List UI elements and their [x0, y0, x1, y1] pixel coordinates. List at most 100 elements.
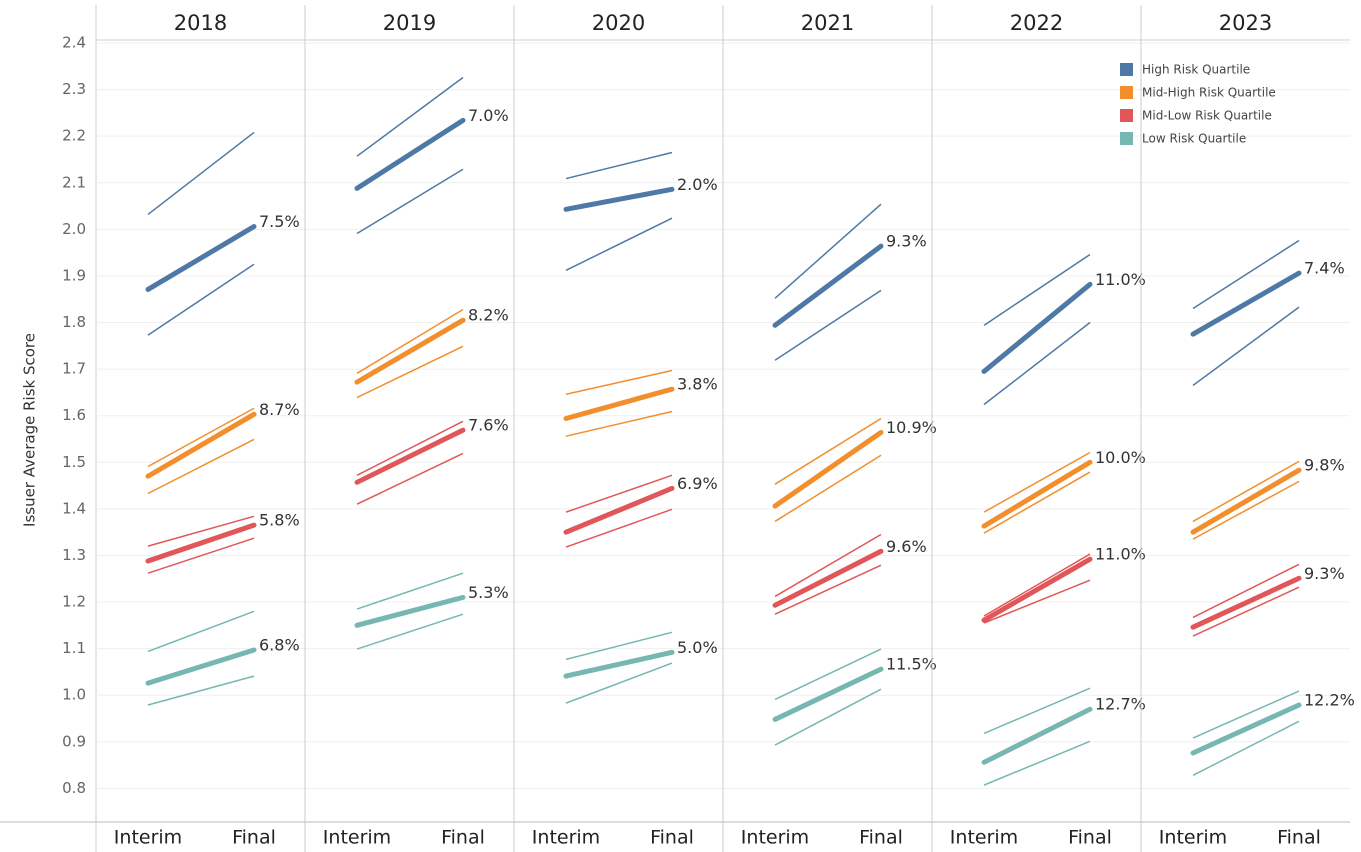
- band-line: [1192, 586, 1300, 637]
- y-tick-label: 1.3: [62, 546, 86, 564]
- x-tick-label: Interim: [323, 827, 391, 849]
- panel-title: 2018: [174, 11, 227, 35]
- x-tick-label: Interim: [532, 827, 600, 849]
- legend-label: Low Risk Quartile: [1142, 132, 1246, 146]
- band-line: [565, 369, 673, 395]
- band-line: [1192, 720, 1300, 777]
- band-line: [356, 613, 464, 650]
- x-tick-label: Final: [1068, 827, 1112, 849]
- change-label: 10.9%: [886, 418, 937, 437]
- mean-line: [563, 649, 675, 679]
- band-line: [983, 553, 1091, 617]
- mean-line: [981, 556, 1093, 623]
- y-tick-label: 0.8: [62, 779, 86, 797]
- band-line: [565, 217, 673, 272]
- panel-title: 2021: [801, 11, 854, 35]
- band-line: [774, 203, 882, 299]
- x-tick-label: Final: [650, 827, 694, 849]
- change-label: 7.5%: [259, 212, 300, 231]
- y-tick-label: 1.2: [62, 593, 86, 611]
- change-label: 2.0%: [677, 175, 718, 194]
- legend-swatch: [1120, 109, 1133, 122]
- x-tick-label: Interim: [950, 827, 1018, 849]
- band-line: [774, 289, 882, 361]
- band-line: [774, 454, 882, 523]
- mean-line: [563, 386, 675, 421]
- panel-title: 2019: [383, 11, 436, 35]
- band-line: [356, 76, 464, 157]
- y-tick-label: 1.4: [62, 499, 86, 517]
- change-label: 11.0%: [1095, 270, 1146, 289]
- mean-line: [145, 224, 257, 292]
- band-line: [1192, 460, 1300, 523]
- change-label: 10.0%: [1095, 448, 1146, 467]
- band-line: [356, 420, 464, 476]
- band-line: [356, 308, 464, 374]
- mean-line: [772, 429, 884, 509]
- change-label: 9.8%: [1304, 456, 1345, 475]
- band-line: [983, 451, 1091, 513]
- band-line: [1192, 480, 1300, 540]
- y-tick-label: 0.9: [62, 732, 86, 750]
- y-tick-label: 2.2: [62, 127, 86, 145]
- change-label: 9.6%: [886, 537, 927, 556]
- change-label: 8.7%: [259, 400, 300, 419]
- change-label: 5.3%: [468, 583, 509, 602]
- band-line: [774, 417, 882, 485]
- change-label: 6.8%: [259, 636, 300, 655]
- mean-line: [354, 427, 466, 485]
- x-tick-label: Final: [859, 827, 903, 849]
- legend-label: Mid-High Risk Quartile: [1142, 86, 1276, 100]
- band-line: [983, 740, 1091, 786]
- band-line: [356, 572, 464, 610]
- mean-line: [145, 411, 257, 479]
- x-tick-label: Interim: [114, 827, 182, 849]
- change-label: 9.3%: [886, 232, 927, 251]
- band-line: [356, 345, 464, 399]
- change-label: 7.0%: [468, 106, 509, 125]
- band-line: [565, 474, 673, 513]
- y-tick-label: 1.9: [62, 266, 86, 284]
- y-tick-label: 1.7: [62, 360, 86, 378]
- band-line: [147, 263, 255, 336]
- change-label: 3.8%: [677, 375, 718, 394]
- band-line: [983, 579, 1091, 624]
- band-line: [147, 610, 255, 653]
- band-line: [565, 508, 673, 548]
- mean-line: [772, 243, 884, 328]
- x-tick-label: Interim: [741, 827, 809, 849]
- y-tick-label: 1.6: [62, 406, 86, 424]
- band-line: [565, 631, 673, 661]
- y-tick-label: 1.8: [62, 313, 86, 331]
- change-label: 12.7%: [1095, 695, 1146, 714]
- change-label: 11.5%: [886, 655, 937, 674]
- mean-line: [354, 317, 466, 385]
- band-line: [1192, 239, 1300, 310]
- band-line: [774, 648, 882, 701]
- legend-swatch: [1120, 86, 1133, 99]
- band-line: [147, 537, 255, 574]
- y-tick-label: 2.1: [62, 173, 86, 191]
- mean-line: [1190, 467, 1302, 535]
- band-line: [147, 438, 255, 495]
- legend-label: Mid-Low Risk Quartile: [1142, 109, 1272, 123]
- band-line: [1192, 563, 1300, 619]
- mean-line: [354, 594, 466, 628]
- y-axis-title: Issuer Average Risk Score: [21, 333, 39, 527]
- panel-title: 2022: [1010, 11, 1063, 35]
- mean-line: [1190, 702, 1302, 756]
- band-line: [1192, 690, 1300, 739]
- mean-line: [1190, 270, 1302, 337]
- band-line: [983, 471, 1091, 534]
- mean-line: [1190, 575, 1302, 630]
- change-label: 7.6%: [468, 416, 509, 435]
- band-line: [356, 452, 464, 505]
- band-line: [774, 533, 882, 598]
- panel-title: 2020: [592, 11, 645, 35]
- mean-line: [354, 117, 466, 191]
- band-line: [774, 688, 882, 746]
- mean-line: [563, 186, 675, 212]
- legend-swatch: [1120, 63, 1133, 76]
- band-line: [565, 410, 673, 437]
